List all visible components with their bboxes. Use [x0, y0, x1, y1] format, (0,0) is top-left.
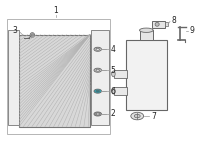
Bar [114, 87, 127, 95]
Ellipse shape [96, 90, 100, 92]
Ellipse shape [31, 34, 33, 36]
Text: 6: 6 [111, 87, 115, 96]
Bar [19, 35, 90, 127]
Ellipse shape [94, 89, 101, 93]
Bar [91, 30, 109, 125]
Text: 8: 8 [172, 16, 177, 25]
Text: 1: 1 [53, 6, 58, 15]
Text: 5: 5 [111, 66, 115, 75]
Text: 9: 9 [190, 26, 195, 35]
Ellipse shape [94, 47, 101, 51]
Ellipse shape [96, 48, 100, 50]
Ellipse shape [112, 71, 115, 77]
Ellipse shape [94, 68, 101, 72]
Ellipse shape [96, 113, 100, 115]
Bar [152, 21, 165, 28]
Ellipse shape [140, 28, 153, 32]
Ellipse shape [96, 69, 100, 71]
Text: 2: 2 [111, 110, 115, 118]
Bar [7, 19, 110, 134]
Text: 3: 3 [12, 26, 17, 35]
Ellipse shape [155, 22, 159, 26]
Bar [126, 40, 167, 110]
Bar [19, 35, 90, 127]
Ellipse shape [131, 112, 144, 120]
Ellipse shape [94, 112, 101, 116]
Text: 4: 4 [111, 45, 115, 54]
Ellipse shape [112, 88, 115, 94]
Ellipse shape [30, 33, 35, 37]
Bar [114, 70, 127, 78]
Text: 7: 7 [151, 112, 156, 121]
Bar [165, 22, 168, 26]
Ellipse shape [134, 114, 140, 118]
Bar [8, 30, 19, 125]
Bar [140, 30, 153, 40]
